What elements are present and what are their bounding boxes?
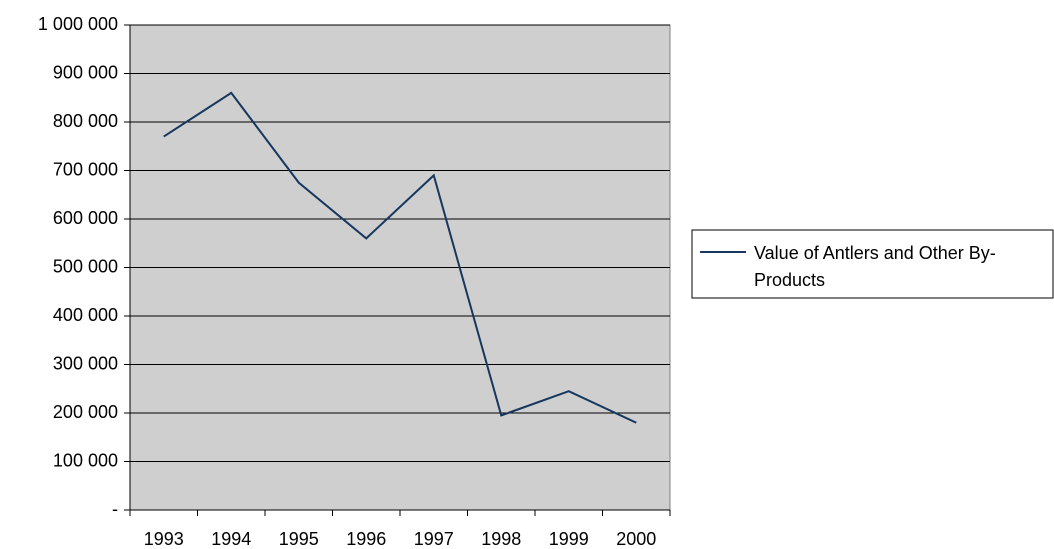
y-tick-label: 800 000 [53, 111, 118, 131]
y-tick-label: 900 000 [53, 62, 118, 82]
x-tick-label: 1995 [279, 529, 319, 549]
x-tick-label: 2000 [616, 529, 656, 549]
y-tick-label: 400 000 [53, 305, 118, 325]
x-tick-label: 1997 [414, 529, 454, 549]
x-tick-label: 1996 [346, 529, 386, 549]
y-tick-label: 600 000 [53, 208, 118, 228]
y-tick-label: 300 000 [53, 353, 118, 373]
y-tick-label: 100 000 [53, 450, 118, 470]
y-tick-label: 200 000 [53, 402, 118, 422]
y-tick-label: - [112, 499, 118, 519]
data-line [163, 91, 637, 424]
x-tick-label: 1999 [549, 529, 589, 549]
legend-label: Value of Antlers and Other By-Products [754, 243, 996, 290]
y-tick-label: 1 000 000 [38, 14, 118, 34]
y-tick-label: 700 000 [53, 159, 118, 179]
legend-box [691, 229, 1054, 299]
x-tick-label: 1998 [481, 529, 521, 549]
x-tick-label: 1994 [211, 529, 251, 549]
y-tick-label: 500 000 [53, 256, 118, 276]
x-tick-label: 1993 [144, 529, 184, 549]
